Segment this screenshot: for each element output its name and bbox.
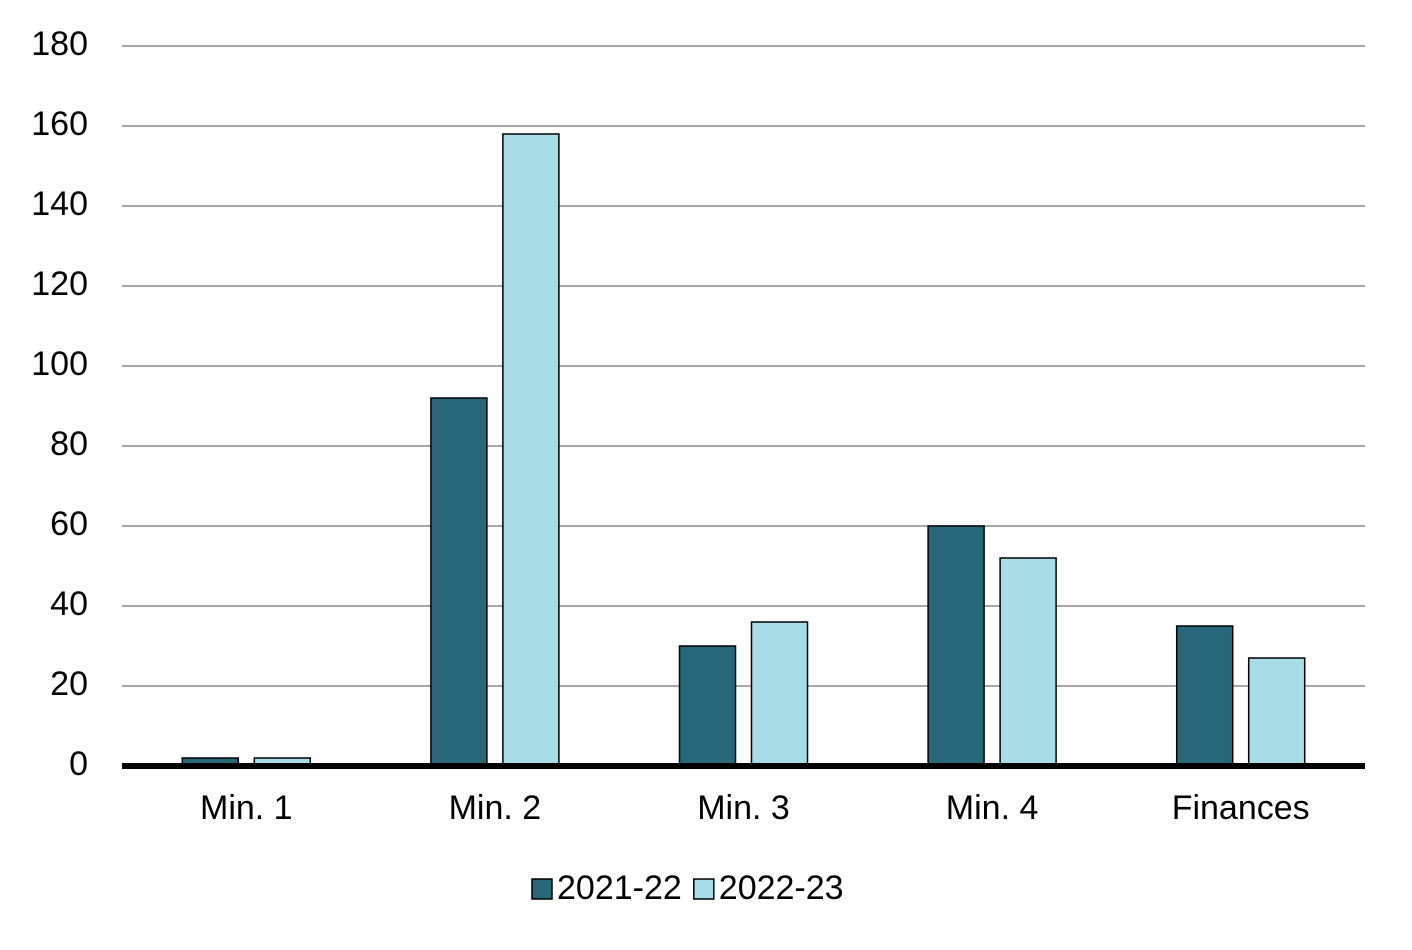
legend-label: 2022-23	[719, 869, 844, 907]
y-tick-label: 0	[69, 745, 88, 783]
legend-swatch	[693, 878, 715, 900]
y-tick-label: 160	[31, 105, 88, 143]
legend-label: 2021-22	[557, 869, 682, 907]
x-tick-label: Min. 3	[697, 789, 790, 827]
x-tick-label: Min. 2	[449, 789, 542, 827]
bar	[430, 397, 488, 767]
y-tick-label: 180	[31, 25, 88, 63]
x-tick-label: Min. 4	[946, 789, 1039, 827]
bar	[1175, 625, 1234, 767]
bar	[502, 133, 560, 767]
y-tick-label: 20	[50, 665, 88, 703]
bar	[927, 525, 985, 767]
bar	[750, 621, 809, 767]
bar	[678, 645, 737, 767]
legend-swatch	[531, 878, 553, 900]
y-tick-label: 80	[50, 425, 88, 463]
x-tick-label: Finances	[1172, 789, 1310, 827]
x-tick-label: Min. 1	[200, 789, 293, 827]
bar	[999, 557, 1057, 767]
y-tick-label: 60	[50, 505, 88, 543]
y-tick-label: 140	[31, 185, 88, 223]
y-tick-label: 120	[31, 265, 88, 303]
bar	[1247, 657, 1306, 767]
legend: 2021-22 2022-23	[531, 869, 844, 907]
y-tick-label: 100	[31, 345, 88, 383]
y-tick-label: 40	[50, 585, 88, 623]
